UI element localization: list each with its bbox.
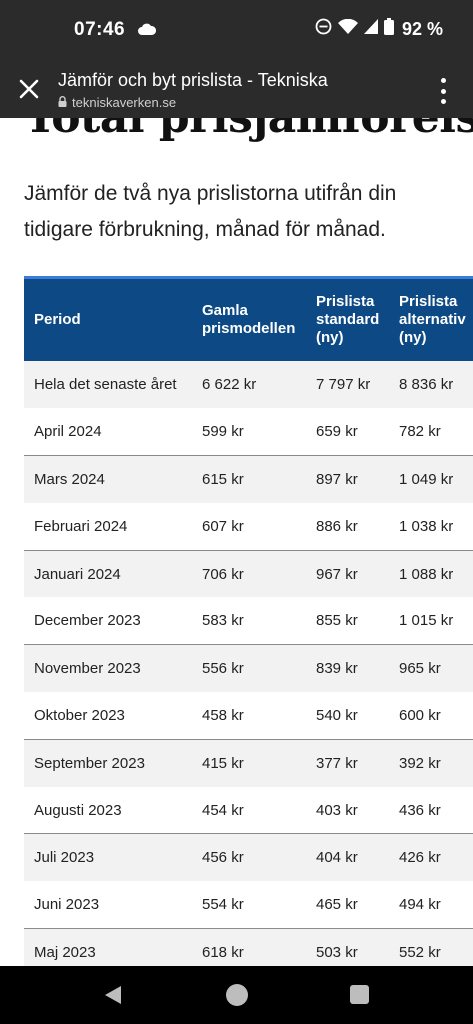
price-cell: 465 kr bbox=[306, 881, 389, 930]
price-cell: 456 kr bbox=[202, 849, 244, 867]
period-cell: Augusti 2023 bbox=[24, 786, 192, 835]
intro-text: Jämför de två nya prislistorna utifrån d… bbox=[24, 182, 397, 241]
table-row: December 2023 583 kr 855 kr 1 015 kr bbox=[24, 597, 473, 646]
period-cell: Hela det senaste året bbox=[34, 376, 177, 394]
browser-header: Jämför och byt prislista - Tekniska tekn… bbox=[0, 62, 473, 118]
price-cell: 782 kr bbox=[389, 408, 473, 457]
column-header: Period bbox=[34, 311, 81, 328]
price-cell: 886 kr bbox=[306, 502, 389, 551]
price-cell: 607 kr bbox=[192, 502, 306, 551]
column-header: Prislista standard (ny) bbox=[316, 293, 380, 346]
price-cell: 415 kr bbox=[202, 754, 244, 772]
more-options-button[interactable] bbox=[433, 78, 453, 104]
battery-icon bbox=[383, 18, 394, 40]
price-cell: 377 kr bbox=[316, 754, 358, 772]
price-cell: 426 kr bbox=[399, 849, 441, 867]
price-cell: 1 038 kr bbox=[389, 502, 473, 551]
recent-apps-button[interactable] bbox=[350, 985, 369, 1004]
url-bar[interactable]: tekniskaverken.se bbox=[58, 95, 176, 110]
price-cell: 552 kr bbox=[399, 943, 441, 961]
price-cell: 897 kr bbox=[316, 470, 358, 488]
price-cell: 454 kr bbox=[192, 786, 306, 835]
lock-icon bbox=[58, 95, 67, 110]
close-icon bbox=[19, 79, 39, 99]
price-cell: 839 kr bbox=[316, 660, 358, 678]
price-cell: 458 kr bbox=[192, 692, 306, 740]
price-cell: 556 kr bbox=[202, 660, 244, 678]
price-comparison-table: Period Gamla prismodellen Prislista stan… bbox=[24, 276, 473, 966]
more-vert-icon bbox=[440, 78, 446, 83]
system-nav-bar bbox=[0, 966, 473, 1024]
period-cell: December 2023 bbox=[24, 597, 192, 646]
price-cell: 965 kr bbox=[399, 660, 441, 678]
table-row: Februari 2024 607 kr 886 kr 1 038 kr bbox=[24, 502, 473, 551]
wifi-icon bbox=[337, 18, 358, 40]
period-cell: November 2023 bbox=[34, 660, 141, 678]
price-cell: 404 kr bbox=[316, 849, 358, 867]
status-bar: 07:46 92 % bbox=[0, 0, 473, 62]
price-cell: 600 kr bbox=[389, 692, 473, 740]
url-text: tekniskaverken.se bbox=[72, 95, 177, 110]
price-cell: 1 049 kr bbox=[399, 470, 454, 488]
page-content[interactable]: Total prisjämförelse Jämför de två nya p… bbox=[0, 118, 473, 966]
period-cell: Oktober 2023 bbox=[24, 692, 192, 740]
period-cell: Februari 2024 bbox=[24, 502, 192, 551]
price-cell: 967 kr bbox=[316, 565, 358, 583]
price-cell: 494 kr bbox=[389, 881, 473, 930]
home-button[interactable] bbox=[226, 984, 248, 1006]
table-row: November 2023 556 kr 839 kr 965 kr bbox=[24, 644, 473, 693]
price-cell: 659 kr bbox=[306, 408, 389, 457]
table-row: Hela det senaste året 6 622 kr 7 797 kr 8 8… bbox=[24, 361, 473, 409]
price-cell: 392 kr bbox=[399, 754, 441, 772]
table-row: Januari 2024 706 kr 967 kr 1 088 kr bbox=[24, 550, 473, 598]
period-cell: April 2024 bbox=[24, 408, 192, 457]
table-accent-stripe bbox=[24, 276, 473, 279]
price-cell: 583 kr bbox=[192, 597, 306, 646]
table-row: Mars 2024 615 kr 897 kr 1 049 kr bbox=[24, 455, 473, 503]
table-row: Juni 2023 554 kr 465 kr 494 kr bbox=[24, 881, 473, 930]
do-not-disturb-icon bbox=[315, 18, 332, 40]
table-row: Maj 2023 618 kr 503 kr 552 kr bbox=[24, 928, 473, 966]
table-header-row: Period Gamla prismodellen Prislista stan… bbox=[24, 279, 473, 361]
period-cell: Juni 2023 bbox=[24, 881, 192, 930]
signal-icon bbox=[363, 19, 378, 39]
price-cell: 6 622 kr bbox=[202, 376, 257, 394]
price-cell: 618 kr bbox=[202, 943, 244, 961]
price-cell: 7 797 kr bbox=[316, 376, 371, 394]
close-button[interactable] bbox=[16, 76, 42, 102]
period-cell: Maj 2023 bbox=[34, 943, 96, 961]
table-row: Oktober 2023 458 kr 540 kr 600 kr bbox=[24, 692, 473, 740]
period-cell: Mars 2024 bbox=[34, 470, 105, 488]
price-cell: 436 kr bbox=[389, 786, 473, 835]
table-row: September 2023 415 kr 377 kr 392 kr bbox=[24, 739, 473, 787]
period-cell: Juli 2023 bbox=[34, 849, 95, 867]
table-body: Hela det senaste året 6 622 kr 7 797 kr 8 8… bbox=[24, 361, 473, 966]
period-cell: Januari 2024 bbox=[34, 565, 121, 583]
status-icons: 92 % bbox=[315, 18, 443, 40]
page-title: Jämför och byt prislista - Tekniska bbox=[58, 70, 328, 90]
price-cell: 599 kr bbox=[192, 408, 306, 457]
back-button[interactable] bbox=[104, 985, 122, 1010]
price-cell: 1 088 kr bbox=[399, 565, 454, 583]
price-cell: 8 836 kr bbox=[399, 376, 454, 394]
table-row: Augusti 2023 454 kr 403 kr 436 kr bbox=[24, 786, 473, 835]
page-heading: Total prisjämförelse bbox=[24, 118, 473, 143]
battery-percent: 92 % bbox=[401, 18, 443, 39]
table-row: April 2024 599 kr 659 kr 782 kr bbox=[24, 408, 473, 457]
column-header: Prislista alternativ (ny) bbox=[399, 293, 466, 346]
table-row: Juli 2023 456 kr 404 kr 426 kr bbox=[24, 833, 473, 882]
cloud-icon bbox=[138, 22, 157, 40]
price-cell: 554 kr bbox=[192, 881, 306, 930]
price-cell: 706 kr bbox=[202, 565, 244, 583]
price-cell: 503 kr bbox=[316, 943, 358, 961]
price-cell: 1 015 kr bbox=[389, 597, 473, 646]
column-header: Gamla prismodellen bbox=[202, 302, 296, 337]
price-cell: 403 kr bbox=[306, 786, 389, 835]
price-cell: 540 kr bbox=[306, 692, 389, 740]
back-icon bbox=[105, 986, 121, 1004]
price-cell: 855 kr bbox=[306, 597, 389, 646]
status-time: 07:46 bbox=[74, 19, 126, 40]
price-cell: 615 kr bbox=[202, 470, 244, 488]
period-cell: September 2023 bbox=[34, 754, 145, 772]
